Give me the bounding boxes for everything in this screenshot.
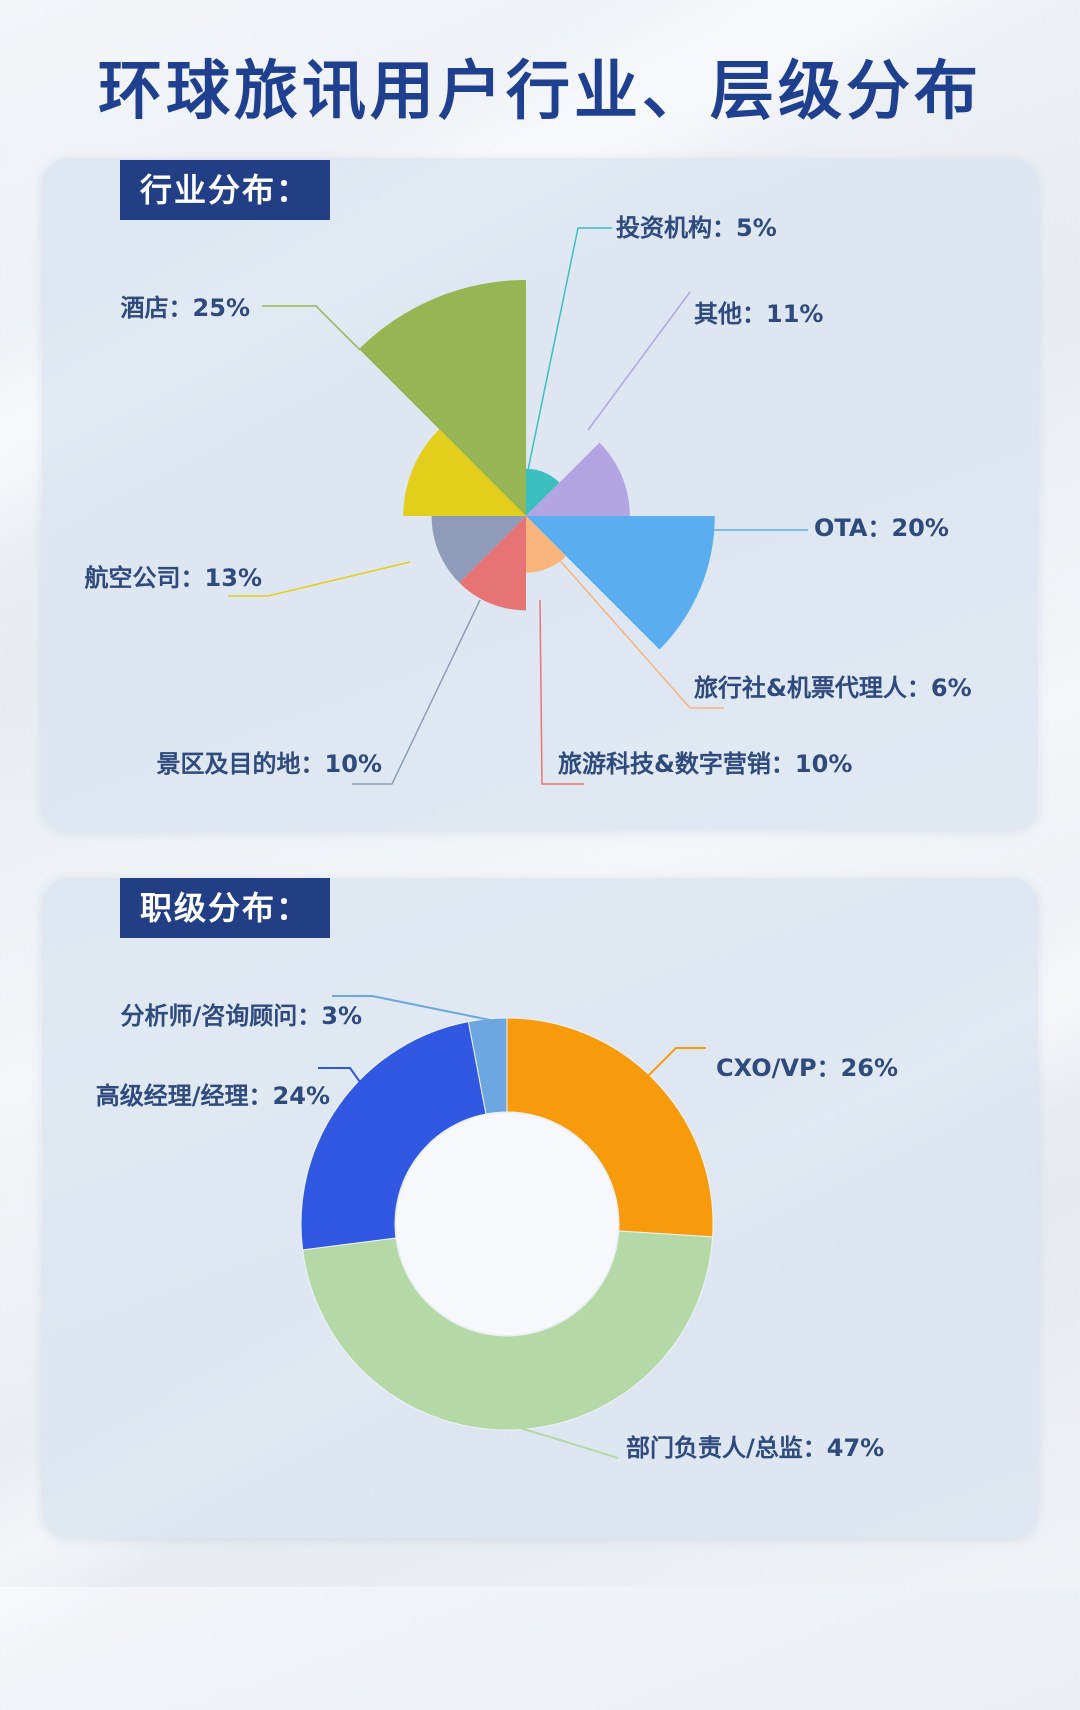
rose-slice-5: [431, 516, 526, 583]
level-heading: 职级分布：: [120, 878, 331, 938]
rose-slice-0: [526, 468, 560, 516]
rose-label-4: 旅游科技&数字营销：10%: [558, 750, 852, 778]
rose-slice-2: [526, 516, 715, 650]
page-title: 环球旅讯用户行业、层级分布: [98, 55, 982, 129]
donut-label-2: 高级经理/经理：24%: [96, 1082, 330, 1110]
rose-label-3: 旅行社&机票代理人：6%: [694, 674, 972, 702]
rose-leader-line-5: [352, 599, 481, 785]
donut-slice-1: [302, 1230, 714, 1431]
rose-label-7: 酒店：25%: [121, 294, 250, 322]
charts-canvas: 投资机构：5% 其他：11% OTA：20% 旅行社&机票代理人：6% 旅游科技&数字营…: [85, 214, 972, 1462]
rose-slice-1: [526, 442, 630, 516]
donut-label-1: 部门负责人/总监：47%: [626, 1434, 884, 1462]
donut-leader-line-0: [645, 1047, 706, 1079]
rose-leader-line-7: [262, 305, 361, 351]
industry-heading: 行业分布：: [120, 160, 331, 220]
donut-hole: [396, 1113, 618, 1335]
rose-label-1: 其他：11%: [694, 300, 823, 328]
donut-slice-0: [506, 1017, 714, 1238]
rose-slice-7: [359, 280, 526, 516]
rose-leader-line-3: [555, 555, 724, 709]
rose-label-6: 航空公司：13%: [85, 564, 262, 592]
rose-leader-line-6: [228, 561, 411, 597]
donut-leader-line-2: [318, 1067, 361, 1083]
rose-slice-6: [403, 429, 526, 516]
rose-leader-line-4: [539, 599, 584, 785]
rose-label-0: 投资机构：5%: [616, 214, 777, 242]
rose-label-5: 景区及目的地：10%: [157, 750, 382, 778]
donut-leader-line-1: [519, 1427, 619, 1459]
rose-leader-line-1: [587, 291, 691, 431]
donut-label-0: CXO/VP：26%: [716, 1054, 898, 1082]
donut-slice-2: [300, 1021, 487, 1251]
donut-slice-3: [467, 1017, 508, 1115]
donut-label-3: 分析师/咨询顾问：3%: [120, 1002, 362, 1030]
rose-slice-4: [459, 516, 526, 611]
rose-slice-3: [526, 516, 567, 573]
rose-leader-line-0: [527, 227, 612, 471]
donut-leader-line-3: [332, 995, 491, 1021]
rose-label-2: OTA：20%: [814, 514, 949, 542]
